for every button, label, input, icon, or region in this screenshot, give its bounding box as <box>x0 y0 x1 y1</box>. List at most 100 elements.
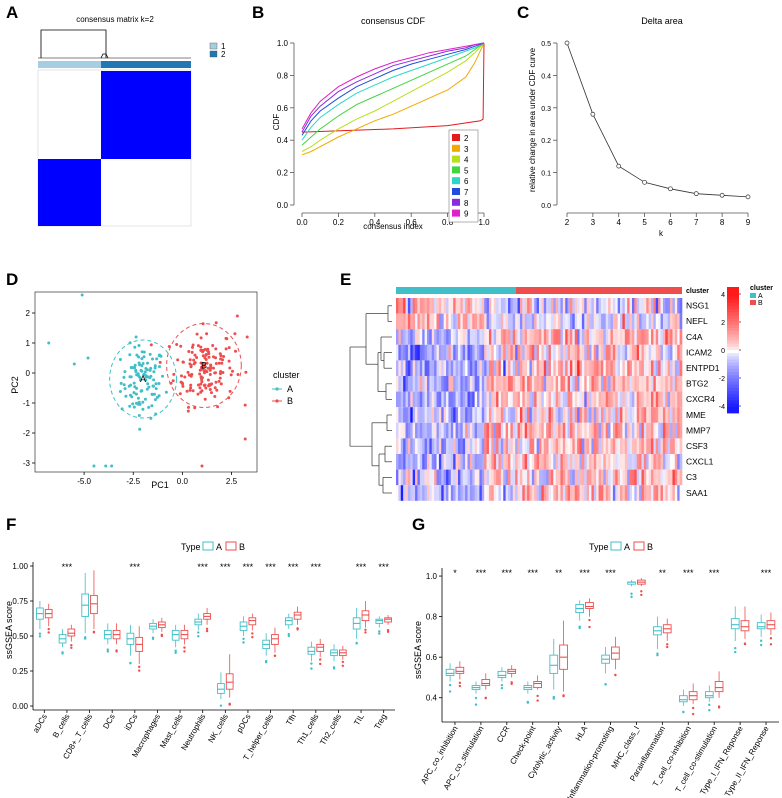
heatmap-cell <box>488 454 492 470</box>
heatmap-cell <box>617 485 621 501</box>
heatmap-cell <box>460 329 464 345</box>
heatmap-cell <box>651 329 654 345</box>
heatmap-gene-label: NSG1 <box>686 301 709 311</box>
heatmap-cell <box>460 469 464 486</box>
heatmap-cell <box>667 407 671 423</box>
heatmap-cell <box>555 438 559 454</box>
box-significance: *** <box>605 568 616 578</box>
heatmap-cell <box>565 329 568 345</box>
heatmap-cell <box>550 376 554 392</box>
heatmap-cell <box>624 344 628 361</box>
colorbar-step <box>727 368 739 373</box>
heatmap-cell <box>591 485 595 501</box>
heatmap-cell <box>567 485 571 501</box>
heatmap-cell <box>486 422 490 439</box>
heatmap-cell <box>679 407 683 423</box>
heatmap-cell <box>465 344 468 361</box>
heatmap-cell <box>670 376 673 392</box>
heatmap-cell <box>574 438 578 454</box>
heatmap-cell <box>455 469 459 486</box>
heatmap-cell <box>517 313 521 330</box>
heatmap-cell <box>400 422 404 439</box>
heatmap-cell <box>417 454 421 470</box>
box-significance: *** <box>761 568 772 578</box>
heatmap-cell <box>410 313 413 330</box>
heatmap-cell <box>407 438 411 454</box>
heatmap-cell <box>584 438 587 454</box>
heatmap-cell <box>443 329 447 345</box>
heatmap-cell <box>615 391 618 408</box>
heatmap-cell <box>493 360 497 376</box>
heatmap-cell <box>572 329 576 345</box>
cdf-legend-label: 9 <box>464 210 469 219</box>
heatmap-cell <box>646 454 649 470</box>
heatmap-cell <box>539 344 542 361</box>
pca-point-a <box>135 386 139 390</box>
heatmap-cell <box>512 391 516 408</box>
heatmap-cell <box>546 485 549 501</box>
pca-point-b <box>205 332 209 336</box>
panel-c: Delta area k relative change in area und… <box>528 16 751 238</box>
heatmap-cell <box>522 485 525 501</box>
heatmap-cell <box>448 329 452 345</box>
heatmap-cell <box>529 422 533 439</box>
heatmap-cell <box>631 344 635 361</box>
legend-label-2: 2 <box>221 50 226 59</box>
heatmap-cell <box>553 344 556 361</box>
box-outlier <box>115 650 118 653</box>
pca-point-b <box>214 321 218 325</box>
heatmap-cell <box>415 422 418 439</box>
heatmap-cell <box>624 407 628 423</box>
box-outlier <box>614 673 617 677</box>
heatmap-cell <box>527 407 530 423</box>
heatmap-cell <box>424 485 428 501</box>
heatmap-cell <box>610 298 614 314</box>
heatmap-cell <box>400 360 404 376</box>
heatmap-cell <box>429 469 433 486</box>
heatmap-cell <box>603 469 607 486</box>
heatmap-cell <box>510 485 514 501</box>
heatmap-cell <box>596 391 599 408</box>
box-f-legend-label-b: B <box>239 542 245 552</box>
heatmap-cell <box>546 376 549 392</box>
heatmap-cell <box>577 376 580 392</box>
heatmap-cell <box>460 391 464 408</box>
box-outlier <box>242 637 245 641</box>
heatmap-cell <box>493 329 497 345</box>
heatmap-cell <box>546 360 549 376</box>
cdf-x-tick-label: 0.6 <box>406 218 418 227</box>
heatmap-cell <box>665 438 668 454</box>
heatmap-cell <box>426 376 430 392</box>
pca-point-b <box>210 391 213 395</box>
heatmap-cell <box>565 313 568 330</box>
heatmap-cell <box>610 438 614 454</box>
heatmap-cell <box>567 469 571 486</box>
heatmap-cell <box>460 454 464 470</box>
heatmap-cell <box>517 298 521 314</box>
box-outlier <box>38 635 42 638</box>
heatmap-cell <box>491 485 495 501</box>
heatmap-cell <box>505 329 509 345</box>
heatmap-cell <box>629 298 633 314</box>
heatmap-cell <box>577 469 580 486</box>
heatmap-cell <box>591 469 595 486</box>
heatmap-cell <box>396 469 399 486</box>
heatmap-cell <box>667 422 671 439</box>
heatmap-cell <box>534 422 537 439</box>
heatmap-cell <box>469 376 473 392</box>
heatmap-cell <box>474 407 478 423</box>
pca-point-b <box>206 378 210 382</box>
pca-point-a <box>123 387 127 391</box>
heatmap-cell <box>481 298 485 314</box>
heatmap-cell <box>431 344 435 361</box>
heatmap-cell <box>453 344 456 361</box>
heatmap-cell <box>653 469 657 486</box>
heatmap-cell <box>598 344 602 361</box>
pca-point-b <box>192 358 196 362</box>
heatmap-cell <box>505 485 509 501</box>
pca-point-a <box>86 356 90 360</box>
pca-point-b <box>217 379 221 383</box>
pca-point-a <box>147 385 151 389</box>
heatmap-cell <box>677 438 680 454</box>
